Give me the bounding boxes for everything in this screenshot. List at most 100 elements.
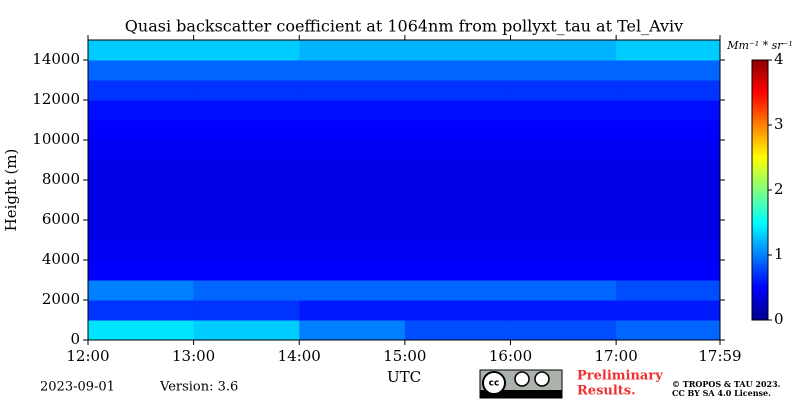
heatmap-cell [404, 180, 512, 201]
heatmap-cell [616, 320, 721, 341]
heatmap-cell [510, 240, 617, 261]
heatmap-cell [88, 320, 195, 341]
colorbar-tick-label: 3 [774, 115, 784, 133]
svg-text:cc: cc [489, 379, 500, 389]
heatmap-cell [88, 280, 195, 301]
date: 2023-09-01 [40, 380, 115, 395]
heatmap-cell [616, 80, 721, 101]
heatmap-cell [510, 220, 617, 241]
heatmap-cell [299, 120, 406, 141]
heatmap-cell [88, 80, 195, 101]
heatmap-cell [193, 80, 300, 101]
heatmap-cell [404, 160, 512, 181]
heatmap-cell [299, 60, 406, 81]
x-tick-label: 13:00 [172, 347, 215, 365]
heatmap-cell [510, 140, 617, 161]
heatmap-cell [616, 280, 721, 301]
x-tick-label: 14:00 [278, 347, 321, 365]
heatmap-cell [404, 220, 512, 241]
heatmap-cell [404, 140, 512, 161]
colorbar-tick-label: 0 [774, 310, 784, 328]
x-tick-label: 17:59 [698, 347, 741, 365]
chart-title: Quasi backscatter coefficient at 1064nm … [125, 17, 683, 36]
heatmap-cell [299, 320, 406, 341]
heatmap-cell [88, 180, 195, 201]
heatmap-cell [299, 80, 406, 101]
heatmap-cell [299, 40, 406, 61]
heatmap-cell [616, 100, 721, 121]
heatmap-cell [88, 200, 195, 221]
heatmap-cell [88, 40, 195, 61]
heatmap-cell [404, 260, 512, 281]
heatmap-cell [404, 40, 512, 61]
heatmap-cell [299, 240, 406, 261]
heatmap-cell [510, 100, 617, 121]
colorbar-tick-label: 1 [774, 245, 784, 263]
heatmap-cell [299, 100, 406, 121]
heatmap-cell [88, 120, 195, 141]
heatmap-cell [616, 120, 721, 141]
heatmap-cell [299, 200, 406, 221]
y-tick-label: 0 [70, 330, 80, 348]
heatmap-cell [88, 100, 195, 121]
heatmap-cell [88, 220, 195, 241]
heatmap-cell [299, 180, 406, 201]
heatmap-cell [299, 160, 406, 181]
y-tick-label: 10000 [32, 130, 80, 148]
heatmap-cell [193, 300, 300, 321]
copyright: © TROPOS & TAU 2023. [672, 379, 781, 389]
heatmap-cell [299, 260, 406, 281]
colorbar [751, 59, 769, 321]
heatmap-cell [88, 140, 195, 161]
heatmap-cell [404, 60, 512, 81]
heatmap-cell [616, 260, 721, 281]
colorbar-label: Mm⁻¹ * sr⁻¹ [726, 39, 793, 52]
heatmap-cell [193, 160, 300, 181]
heatmap-cell [299, 280, 406, 301]
x-tick-label: 15:00 [383, 347, 426, 365]
heatmap-cell [193, 260, 300, 281]
heatmap-cell [616, 60, 721, 81]
heatmap-cell [510, 80, 617, 101]
x-tick-label: 12:00 [66, 347, 109, 365]
notice-line: Preliminary [577, 369, 663, 384]
heatmap-cell [299, 220, 406, 241]
version: Version: 3.6 [159, 380, 238, 395]
heatmap-cell [88, 160, 195, 181]
heatmap-cell [299, 140, 406, 161]
y-tick-label: 6000 [42, 210, 80, 228]
heatmap-cell [88, 260, 195, 281]
heatmap-cell [510, 200, 617, 221]
heatmap-cell [88, 240, 195, 261]
heatmap-cell [510, 60, 617, 81]
colorbar-tick-label: 4 [774, 50, 784, 68]
heatmap-cell [616, 240, 721, 261]
heatmap-cell [404, 120, 512, 141]
heatmap-cell [404, 100, 512, 121]
heatmap-cell [193, 100, 300, 121]
heatmap-cell [616, 40, 721, 61]
heatmap-cell [510, 300, 617, 321]
notice-line: Results. [577, 384, 636, 399]
heatmap-cell [299, 300, 406, 321]
heatmap-cell [616, 140, 721, 161]
x-tick-label: 16:00 [489, 347, 532, 365]
heatmap-cell [510, 180, 617, 201]
heatmap-cell [404, 240, 512, 261]
y-tick-label: 14000 [32, 50, 80, 68]
heatmap-cell [193, 200, 300, 221]
heatmap-cell [193, 40, 300, 61]
heatmap-cell [193, 140, 300, 161]
heatmap-cell [404, 280, 512, 301]
colorbar-tick-label: 2 [774, 180, 784, 198]
y-tick-label: 8000 [42, 170, 80, 188]
heatmap-cell [193, 240, 300, 261]
heatmap-cell [616, 160, 721, 181]
heatmap-cell [510, 120, 617, 141]
x-axis-label: UTC [387, 368, 421, 386]
heatmap-cell [404, 320, 512, 341]
heatmap-cell [510, 40, 617, 61]
heatmap-cell [88, 60, 195, 81]
y-tick-label: 12000 [32, 90, 80, 108]
heatmap-cell [616, 180, 721, 201]
